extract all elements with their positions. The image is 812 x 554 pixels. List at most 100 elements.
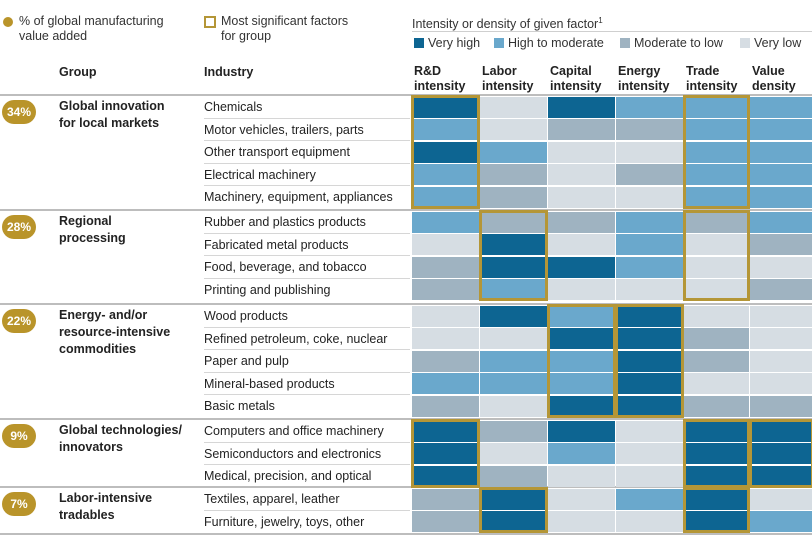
heatmap-cell [750,279,812,300]
heatmap-cell [548,328,615,349]
row-separator [204,326,410,328]
industry-label: Printing and publishing [204,282,331,297]
heatmap-cell [548,350,615,372]
factor-header-2-line1: Labor [482,64,517,78]
heatmap-cell [480,465,547,487]
row-separator [204,140,410,141]
heatmap-cell [684,96,749,118]
industry-label: Refined petroleum, coke, nuclear [204,331,388,346]
row-separator [204,162,410,164]
industry-label: Textiles, apparel, leather [204,492,340,506]
heatmap-cell [750,234,812,255]
heatmap-cell [616,164,683,185]
heatmap-cell [750,488,812,510]
heatmap-cell [548,511,615,532]
heatmap-cell [750,96,812,118]
heatmap-cell [684,420,749,442]
heatmap-cell [480,211,547,233]
heatmap-cell [480,234,547,255]
heatmap-cell [412,96,479,118]
heatmap-cell [684,186,749,208]
factor-header-1-line1: R&D [414,64,442,78]
heatmap-cell [412,443,479,464]
heatmap-cell [548,373,615,394]
table-bottom-rule [0,533,812,535]
row-separator [204,277,410,279]
significant-factor-box [683,210,750,301]
intensity-legend-rule [412,31,812,32]
factor-header-6-line2: density [752,79,796,93]
group-name-line: Regional [59,214,112,228]
heatmap-cell [684,465,749,487]
heatmap-cell [684,488,749,510]
industry-label: Chemicals [204,100,263,114]
legend-label-4: Very low [754,36,802,50]
heatmap-cell [480,96,547,118]
group-name-line: Global innovation [59,99,165,113]
heatmap-cell [684,279,749,300]
heatmap-cell [480,328,547,349]
share-badge: 9% [2,424,36,448]
heatmap-cell [616,96,683,118]
heatmap-cell [412,373,479,394]
heatmap-cell [684,234,749,255]
heatmap-cell [548,465,615,487]
heatmap-cell [684,119,749,140]
row-separator [204,441,410,443]
heatmap-cell [616,443,683,464]
group-name-line: tradables [59,508,115,522]
heatmap-cell [412,256,479,278]
group-separator [0,209,812,211]
industry-label: Mineral-based products [204,376,335,391]
significant-label-line2: for group [221,29,272,43]
heatmap-cell [412,211,479,233]
share-badge: 34% [2,100,36,124]
group-name-line: Labor-intensive [59,491,153,505]
heatmap-cell [616,350,683,372]
value-added-dot-icon [3,17,13,27]
heatmap-cell [684,141,749,163]
row-separator [204,185,410,186]
heatmap-cell [750,420,812,442]
row-separator [204,394,410,395]
row-separator [204,255,410,256]
heatmap-cell [480,305,547,327]
heatmap-cell [548,119,615,140]
heatmap-cell [412,420,479,442]
factor-header-5-line1: Trade [686,64,720,78]
heatmap-cell [684,305,749,327]
intensity-title-text: Intensity or density of given factor [412,17,599,32]
intensity-legend-title: Intensity or density of given factor1 [412,14,603,31]
heatmap-cell [616,488,683,510]
industry-label: Rubber and plastics products [204,215,366,229]
intensity-footnote-mark: 1 [598,16,603,25]
heatmap-cell [412,279,479,300]
legend-swatch-1 [414,38,424,48]
heatmap-cell [616,328,683,349]
heatmap-cell [548,96,615,118]
industry-label: Electrical machinery [204,167,316,182]
heatmap-cell [412,119,479,140]
group-separator [0,303,812,305]
heatmap-cell [616,119,683,140]
significant-factor-box [411,95,480,209]
heatmap-cell [616,305,683,327]
heatmap-cell [480,186,547,208]
heatmap-cell [412,186,479,208]
industry-label: Motor vehicles, trailers, parts [204,122,364,137]
heatmap-cell [750,305,812,327]
heatmap-cell [548,164,615,185]
heatmap-cell [616,511,683,532]
heatmap-cell [412,350,479,372]
heatmap-cell [480,420,547,442]
legend-swatch-3 [620,38,630,48]
heatmap-cell [548,420,615,442]
heatmap-cell [616,186,683,208]
significant-factor-box [749,419,812,488]
value-added-label-line1: % of global manufacturing [19,14,164,28]
heatmap-cell [548,141,615,163]
heatmap-cell [412,164,479,185]
row-separator [204,117,410,119]
industry-label: Semiconductors and electronics [204,446,382,461]
row-separator [204,464,410,465]
